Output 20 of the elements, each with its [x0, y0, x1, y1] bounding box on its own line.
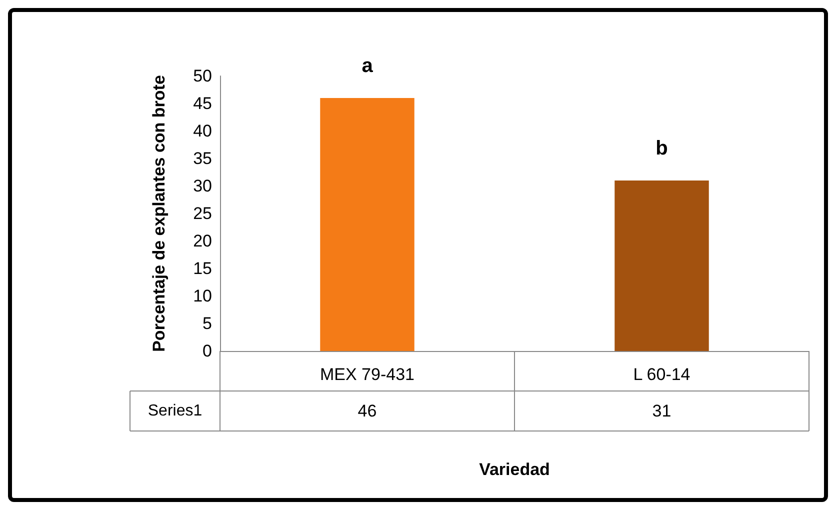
y-axis-title: Porcentaje de explantes con brote — [150, 75, 168, 352]
y-tick-label: 45 — [193, 94, 212, 113]
annotation: a — [362, 55, 374, 77]
x-tick-label: L 60-14 — [633, 365, 690, 384]
y-tick-label: 10 — [193, 286, 212, 306]
text: Series1 — [148, 402, 202, 420]
data-label: 46 — [358, 402, 377, 420]
y-tick-label: 35 — [193, 149, 212, 168]
x-axis-title: Variedad — [479, 460, 550, 479]
x-tick-label: MEX 79-431 — [320, 365, 414, 384]
y-tick-label: 20 — [193, 232, 212, 250]
y-tick-label: 0 — [202, 342, 212, 360]
y-tick-label: 30 — [193, 176, 212, 196]
y-tick-label: 15 — [193, 259, 212, 278]
annotation: b — [656, 138, 668, 160]
y-tick-label: 50 — [193, 66, 212, 86]
y-tick-label: 40 — [193, 122, 212, 140]
y-tick-label: 25 — [193, 204, 212, 223]
data-label: 31 — [652, 402, 672, 420]
y-tick-label: 5 — [202, 314, 212, 333]
